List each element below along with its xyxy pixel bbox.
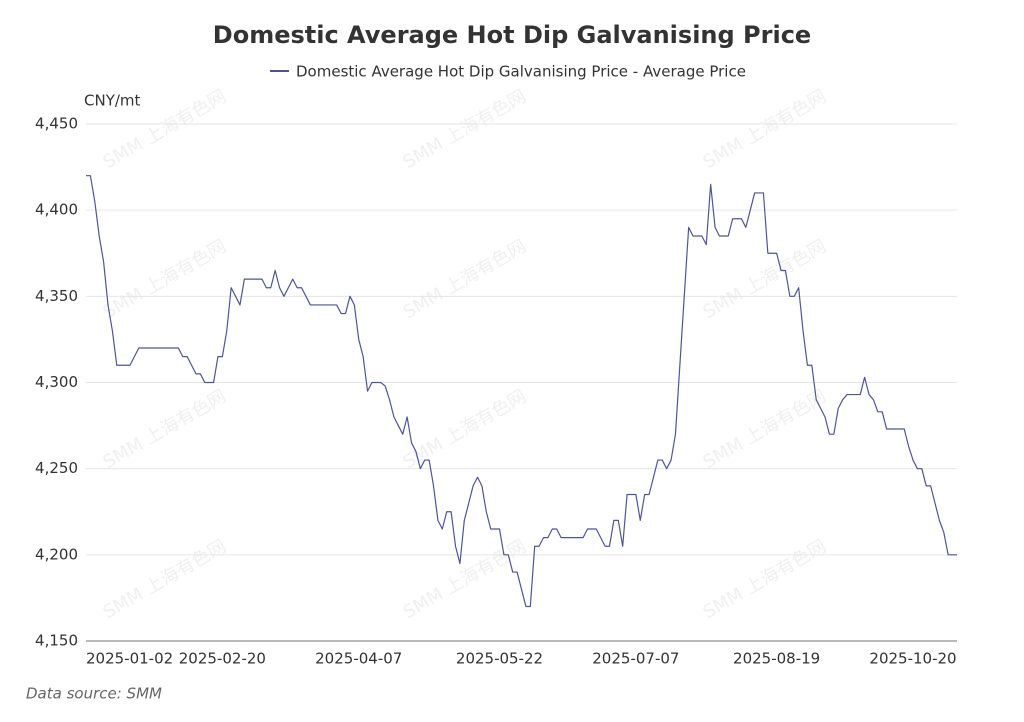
x-tick-label: 2025-10-20 bbox=[869, 650, 956, 668]
y-tick-label: 4,350 bbox=[35, 287, 78, 305]
x-tick-label: 2025-08-19 bbox=[733, 650, 820, 668]
y-axis-label: CNY/mt bbox=[84, 92, 141, 110]
watermark: SMM 上海有色网 bbox=[100, 536, 230, 623]
y-tick-label: 4,300 bbox=[35, 373, 78, 391]
watermark: SMM 上海有色网 bbox=[700, 536, 830, 623]
y-tick-label: 4,200 bbox=[35, 545, 78, 563]
watermark: SMM 上海有色网 bbox=[400, 386, 530, 473]
legend-label: Domestic Average Hot Dip Galvanising Pri… bbox=[296, 63, 746, 81]
x-tick-label: 2025-02-20 bbox=[179, 650, 266, 668]
data-source: Data source: SMM bbox=[26, 685, 162, 703]
y-tick-label: 4,150 bbox=[35, 632, 78, 650]
y-tick-label: 4,400 bbox=[35, 201, 78, 219]
x-tick-label: 2025-04-07 bbox=[315, 650, 402, 668]
watermark: SMM 上海有色网 bbox=[700, 386, 830, 473]
watermark: SMM 上海有色网 bbox=[400, 536, 530, 623]
watermark: SMM 上海有色网 bbox=[100, 236, 230, 323]
y-tick-label: 4,250 bbox=[35, 459, 78, 477]
x-tick-label: 2025-01-02 bbox=[86, 650, 173, 668]
watermark: SMM 上海有色网 bbox=[700, 236, 830, 323]
x-tick-label: 2025-05-22 bbox=[456, 650, 543, 668]
chart-title: Domestic Average Hot Dip Galvanising Pri… bbox=[213, 21, 811, 49]
y-tick-label: 4,450 bbox=[35, 115, 78, 133]
watermark: SMM 上海有色网 bbox=[700, 86, 830, 173]
price-line bbox=[86, 175, 957, 608]
watermark: SMM 上海有色网 bbox=[100, 386, 230, 473]
watermark: SMM 上海有色网 bbox=[400, 86, 530, 173]
x-tick-label: 2025-07-07 bbox=[592, 650, 679, 668]
watermark: SMM 上海有色网 bbox=[400, 236, 530, 323]
